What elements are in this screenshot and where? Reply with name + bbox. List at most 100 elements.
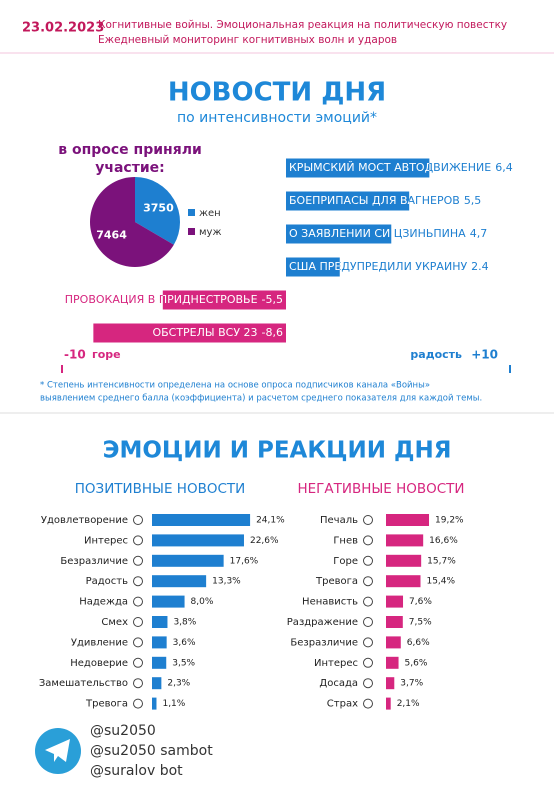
footnote: выявлением среднего балла (коэффициента)… [40, 394, 482, 404]
legend-swatch [188, 209, 195, 216]
bar [152, 697, 157, 710]
bar [152, 595, 185, 608]
value-label: 1,1% [162, 699, 185, 709]
bar [386, 534, 424, 547]
category-label: Надежда [79, 597, 128, 608]
bar [386, 575, 421, 588]
news-value: -5,5 [262, 293, 283, 306]
handle[interactable]: @suralov bot [90, 763, 183, 779]
news-topic: КРЫМСКИЙ МОСТ АВТОДВИЖЕНИЕ [289, 161, 491, 174]
news-bar [162, 290, 286, 310]
news-label: ПРОВОКАЦИЯ В ПРИДНЕСТРОВЬЕ -5,5 [65, 293, 283, 306]
value-label: 19,2% [435, 516, 464, 526]
bar [386, 595, 404, 608]
news-topic: ПРОВОКАЦИЯ В ПРИДНЕСТРОВЬЕ [65, 293, 258, 306]
news-topic: ОБСТРЕЛЫ ВСУ 23 [152, 326, 257, 339]
axis-label: радость [410, 348, 462, 361]
value-label: 6,6% [407, 638, 430, 648]
news-topic: ОБСТРЕЛЫ ВСУ 23 [152, 326, 257, 339]
category-label: Безразличие [290, 637, 358, 648]
news-topic: БОЕПРИПАСЫ ДЛЯ ВАГНЕРОВ [289, 194, 460, 207]
news-topic: О ЗАЯВЛЕНИИ СИ ЦЗИНЬПИНА [289, 227, 466, 240]
value-label: 17,6% [230, 556, 259, 566]
news-value: 6,4 [495, 161, 513, 174]
pie-title: участие: [95, 160, 165, 176]
emotion-icon [363, 555, 373, 566]
pie-title: в опросе приняли [58, 142, 202, 158]
pie-slice [135, 177, 180, 245]
value-label: 3,7% [400, 679, 423, 689]
header-line: Когнитивные войны. Эмоциональная реакция… [98, 19, 507, 31]
value-label: 15,4% [426, 577, 455, 587]
emotion-icon [363, 657, 373, 668]
bar [386, 677, 395, 690]
news-value: 5,5 [464, 194, 482, 207]
news-label: О ЗАЯВЛЕНИИ СИ ЦЗИНЬПИНА 4,7 [289, 227, 487, 240]
news-topic: БОЕПРИПАСЫ ДЛЯ ВАГНЕРОВ [289, 194, 460, 207]
value-label: 13,3% [212, 577, 241, 587]
bar [152, 636, 167, 649]
news-label: КРЫМСКИЙ МОСТ АВТОДВИЖЕНИЕ 6,4 [289, 161, 513, 174]
section-subtitle: по интенсивности эмоций* [177, 110, 377, 126]
news-label: БОЕПРИПАСЫ ДЛЯ ВАГНЕРОВ 5,5 [289, 194, 481, 207]
section-title: ЭМОЦИИ И РЕАКЦИИ ДНЯ [103, 438, 452, 464]
news-bar [286, 191, 410, 211]
emotion-icon [363, 535, 373, 546]
value-label: 7,5% [409, 618, 432, 628]
value-label: 8,0% [191, 597, 214, 607]
category-label: Недоверие [70, 658, 128, 669]
emotion-icon [133, 678, 143, 689]
value-label: 3,5% [172, 658, 195, 668]
emotion-icon [133, 637, 143, 648]
emotion-icon [133, 576, 143, 587]
value-label: 15,7% [427, 556, 456, 566]
value-label: 24,1% [256, 516, 285, 526]
category-label: Гнев [333, 535, 358, 546]
value-label: 2,3% [167, 679, 190, 689]
news-topic: США ПРЕДУПРЕДИЛИ УКРАИНУ [289, 260, 467, 273]
handle[interactable]: @su2050 [90, 723, 156, 739]
category-label: Радость [86, 576, 129, 587]
tick-label: +10 [471, 348, 498, 362]
news-bar [286, 224, 392, 244]
news-bar [286, 257, 340, 277]
emotion-icon [133, 698, 143, 709]
axis-label: горе [92, 348, 121, 361]
bar [152, 554, 224, 567]
bar [152, 616, 168, 628]
emotion-icon [133, 555, 143, 566]
news-bar [93, 323, 286, 343]
category-label: Печаль [320, 515, 358, 526]
value-label: 3,8% [173, 618, 196, 628]
bar [152, 534, 244, 547]
value-label: 7,6% [409, 597, 432, 607]
chart-title: ПОЗИТИВНЫЕ НОВОСТИ [75, 481, 245, 497]
slice-label: 7464 [96, 228, 127, 241]
news-label: О ЗАЯВЛЕНИИ СИ ЦЗИНЬПИНА 4,7 [289, 227, 487, 240]
handle[interactable]: @su2050 sambot [90, 743, 213, 759]
category-label: Досада [319, 678, 358, 689]
news-topic: КРЫМСКИЙ МОСТ АВТОДВИЖЕНИЕ [289, 161, 491, 174]
category-label: Тревога [315, 576, 358, 587]
emotion-icon [363, 678, 373, 689]
bar [386, 697, 391, 710]
bar [152, 656, 167, 669]
chart-title: НЕГАТИВНЫЕ НОВОСТИ [297, 481, 464, 497]
news-topic: ПРОВОКАЦИЯ В ПРИДНЕСТРОВЬЕ [65, 293, 258, 306]
news-label: ОБСТРЕЛЫ ВСУ 23 -8,6 [152, 326, 283, 339]
value-label: 16,6% [429, 536, 458, 546]
emotion-icon [133, 515, 143, 525]
emotion-icon [363, 515, 373, 525]
news-label: США ПРЕДУПРЕДИЛИ УКРАИНУ 2.4 [289, 260, 489, 273]
value-label: 5,6% [405, 658, 428, 668]
news-label: БОЕПРИПАСЫ ДЛЯ ВАГНЕРОВ 5,5 [289, 194, 481, 207]
bar [152, 575, 207, 588]
telegram-plane [45, 739, 70, 762]
category-label: Тревога [85, 699, 128, 710]
legend-label: жен [199, 208, 221, 219]
category-label: Страх [327, 699, 358, 710]
emotion-icon [363, 698, 373, 709]
news-value: 4,7 [470, 227, 488, 240]
news-value: -5,5 [262, 293, 283, 306]
